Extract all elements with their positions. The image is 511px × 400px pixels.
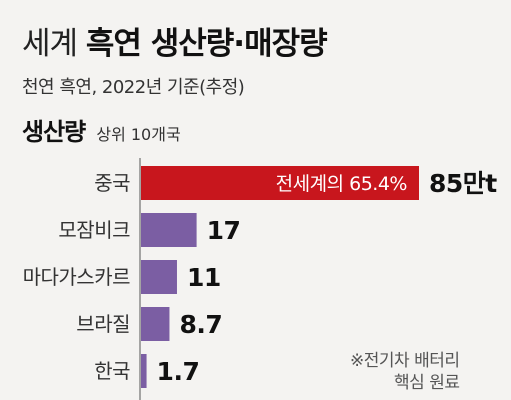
title-prefix: 세계 — [22, 26, 78, 62]
bar-4 — [141, 354, 147, 388]
category-label: 마다가스카르 — [23, 265, 130, 289]
category-label: 모잠비크 — [58, 218, 130, 242]
footnote-line-1: ※전기차 배터리 — [350, 351, 460, 371]
title-main: 흑연 생산량·매장량 — [85, 26, 328, 62]
section-subtitle: 상위 10개국 — [96, 125, 181, 144]
production-bar-chart: 중국 85만t 전세계의 65.4% 모잠비크 17 마다가스카르 11 브라질 8.7 한국 1.… — [23, 158, 498, 400]
category-label: 중국 — [94, 171, 130, 195]
bar-1 — [141, 213, 197, 247]
chart-title: 세계 흑연 생산량·매장량 — [22, 18, 328, 63]
value-label: 8.7 — [179, 310, 222, 339]
value-label: 85만t — [429, 169, 497, 198]
bar-0 — [141, 166, 419, 200]
footnote: ※전기차 배터리 핵심 원료 — [350, 350, 460, 394]
bar-annotation: 전세계의 65.4% — [276, 173, 407, 195]
bar-3 — [141, 307, 170, 341]
bars-group: 중국 85만t 전세계의 65.4% 모잠비크 17 마다가스카르 11 브라질 8.7 한국 1.… — [23, 166, 498, 388]
value-label: 17 — [207, 216, 241, 245]
category-label: 한국 — [94, 359, 130, 383]
footnote-line-2: 핵심 원료 — [394, 373, 460, 393]
value-label: 1.7 — [157, 357, 200, 386]
value-label: 11 — [187, 263, 221, 292]
section-heading: 생산량 상위 10개국 — [22, 112, 181, 147]
section-title: 생산량 — [22, 118, 86, 146]
category-label: 브라질 — [76, 312, 130, 336]
bar-2 — [141, 260, 177, 294]
chart-subtitle: 천연 흑연, 2022년 기준(추정) — [22, 77, 245, 98]
